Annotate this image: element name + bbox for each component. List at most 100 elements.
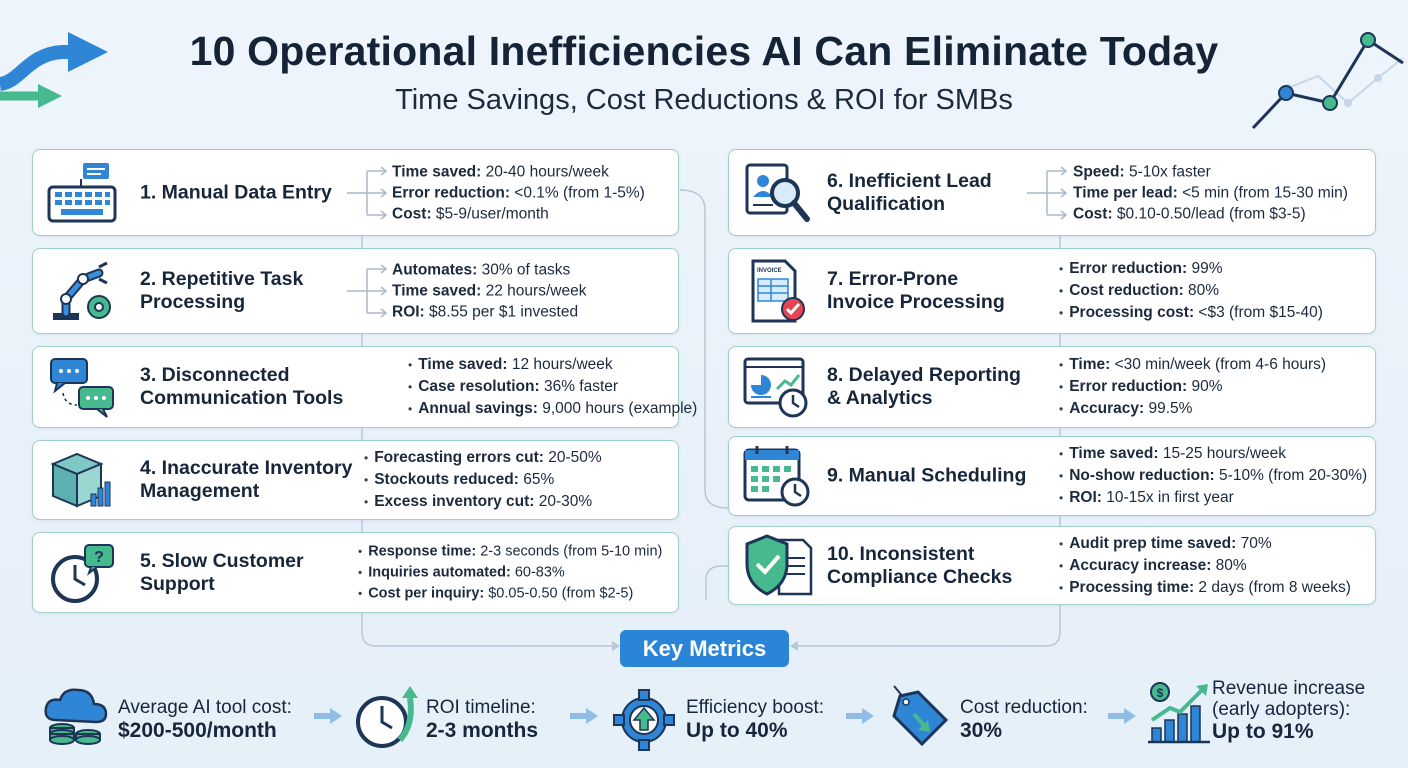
arrow-right-icon: [314, 708, 342, 724]
metrics-list: Audit prep time saved: 70% Accuracy incr…: [1059, 533, 1351, 599]
key-metrics-label: Key Metrics: [620, 630, 789, 667]
bracket-arrows-icon: [347, 264, 388, 318]
metrics-list: Forecasting errors cut: 20-50% Stockouts…: [364, 447, 602, 513]
bracket-arrows-icon: [347, 165, 388, 220]
metric-item: Cost reduction: 80%: [1059, 280, 1323, 302]
metrics-list: Error reduction: 99% Cost reduction: 80%…: [1059, 258, 1323, 324]
page-subtitle: Time Savings, Cost Reductions & ROI for …: [395, 84, 1013, 116]
metric-item: ROI: 10-15x in first year: [1059, 487, 1367, 509]
metric-text: ROI timeline: 2-3 months: [426, 697, 539, 742]
metric-item: Time saved: 22 hours/week: [392, 282, 587, 300]
metric-item: Accuracy: 99.5%: [1059, 398, 1326, 420]
metric-cost-reduction: Cost reduction: 30%: [884, 680, 1104, 760]
metric-item: Cost: $0.10-0.50/lead (from $3-5): [1073, 205, 1306, 222]
metric-revenue-increase: $ Revenue increase (early adopters): Up …: [1146, 676, 1386, 756]
metric-item: Time per lead: <5 min (from 15-30 min): [1073, 184, 1348, 201]
inventory-box-icon: [50, 452, 111, 508]
card-title: 2. Repetitive Task Processing: [140, 268, 304, 313]
card-inefficient-lead-qualification: 6. Inefficient Lead Qualification Speed:…: [728, 149, 1376, 236]
metric-item: Error reduction: 90%: [1059, 376, 1326, 398]
metric-item: Cost per inquiry: $0.05-0.50 (from $2-5): [358, 583, 662, 604]
metric-item: Time: <30 min/week (from 4-6 hours): [1059, 354, 1326, 376]
metric-item: Cost: $5-9/user/month: [392, 205, 549, 222]
metric-text: Average AI tool cost: $200-500/month: [118, 697, 292, 742]
svg-text:$: $: [1157, 686, 1164, 700]
metric-text: Revenue increase (early adopters): Up to…: [1212, 678, 1366, 743]
keyboard-icon: [47, 162, 117, 222]
card-inaccurate-inventory: 4. Inaccurate Inventory Management Forec…: [32, 440, 679, 520]
clock-question-icon: ?: [51, 543, 114, 603]
arrow-right-icon: [570, 708, 598, 724]
metric-item: Excess inventory cut: 20-30%: [364, 491, 602, 513]
metric-item: No-show reduction: 5-10% (from 20-30%): [1059, 465, 1367, 487]
metric-item: Inquiries automated: 60-83%: [358, 562, 662, 583]
metric-item: Speed: 5-10x faster: [1073, 163, 1211, 180]
dashboard-clock-icon: [743, 357, 808, 418]
metrics-list: Time: <30 min/week (from 4-6 hours) Erro…: [1059, 354, 1326, 420]
metric-item: Annual savings: 9,000 hours (example): [408, 398, 697, 420]
card-repetitive-task-processing: 2. Repetitive Task Processing Automates:…: [32, 248, 679, 334]
card-error-prone-invoice: INVOICE 7. Error-Prone Invoice Processin…: [728, 248, 1376, 334]
page-title: 10 Operational Inefficiencies AI Can Eli…: [189, 28, 1219, 74]
metric-item: Processing cost: <$3 (from $15-40): [1059, 302, 1323, 324]
chat-bubbles-icon: [50, 358, 114, 418]
metric-average-ai-tool-cost: Average AI tool cost: $200-500/month: [42, 680, 312, 760]
card-title: 6. Inefficient Lead Qualification: [827, 169, 992, 215]
card-title: 9. Manual Scheduling: [827, 464, 1027, 487]
card-title: 3. Disconnected Communication Tools: [140, 364, 344, 409]
growth-chart-icon: $: [1148, 682, 1210, 744]
card-title: 1. Manual Data Entry: [140, 181, 332, 203]
metric-item: Processing time: 2 days (from 8 weeks): [1059, 577, 1351, 599]
metric-item: Accuracy increase: 80%: [1059, 555, 1351, 577]
metric-item: Error reduction: <0.1% (from 1-5%): [392, 184, 645, 201]
metrics-list: Time saved: 12 hours/week Case resolutio…: [408, 354, 697, 420]
metric-item: Forecasting errors cut: 20-50%: [364, 447, 601, 469]
decorative-arrows-icon: [0, 32, 108, 108]
profile-magnifier-icon: [745, 163, 810, 222]
metrics-list: Automates: 30% of tasks Time saved: 22 h…: [392, 260, 586, 323]
decorative-line-chart-icon: [1251, 32, 1404, 130]
metric-item: Automates: 30% of tasks: [392, 261, 571, 279]
metrics-list: Speed: 5-10x faster Time per lead: <5 mi…: [1073, 161, 1348, 224]
metric-item: Response time: 2-3 seconds (from 5-10 mi…: [358, 541, 662, 562]
bracket-arrows-icon: [1027, 165, 1068, 220]
cloud-coins-icon: [44, 688, 108, 745]
clock-arrow-icon: [356, 686, 418, 748]
metric-item: Time saved: 15-25 hours/week: [1059, 443, 1367, 465]
invoice-check-icon: INVOICE: [751, 259, 805, 323]
card-title: 7. Error-Prone Invoice Processing: [827, 268, 1005, 313]
arrow-right-icon: [1108, 708, 1136, 724]
card-title: 4. Inaccurate Inventory Management: [140, 457, 353, 502]
metric-text: Cost reduction: 30%: [960, 697, 1088, 742]
card-title: 5. Slow Customer Support: [140, 549, 304, 595]
metric-item: Audit prep time saved: 70%: [1059, 533, 1351, 555]
calendar-clock-icon: [743, 446, 810, 507]
svg-text:INVOICE: INVOICE: [757, 268, 782, 274]
metric-text: Efficiency boost: Up to 40%: [686, 697, 825, 742]
metric-item: Time saved: 12 hours/week: [408, 354, 697, 376]
arrow-right-icon: [846, 708, 874, 724]
metric-item: Stockouts reduced: 65%: [364, 469, 602, 491]
shield-document-icon: [745, 533, 813, 596]
card-inconsistent-compliance: 10. Inconsistent Compliance Checks Audit…: [728, 526, 1376, 605]
card-manual-scheduling: 9. Manual Scheduling Time saved: 15-25 h…: [728, 436, 1376, 516]
card-manual-data-entry: 1. Manual Data Entry Time saved: 20-40 h…: [32, 149, 679, 236]
robot-arm-icon: [53, 261, 111, 320]
metric-item: Case resolution: 36% faster: [408, 376, 697, 398]
card-title: 10. Inconsistent Compliance Checks: [827, 542, 1013, 588]
metric-efficiency-boost: Efficiency boost: Up to 40%: [610, 680, 840, 760]
card-slow-customer-support: ? 5. Slow Customer Support Response time…: [32, 532, 679, 613]
card-delayed-reporting: 8. Delayed Reporting & Analytics Time: <…: [728, 346, 1376, 428]
metrics-list: Response time: 2-3 seconds (from 5-10 mi…: [358, 541, 662, 604]
card-disconnected-communication: 3. Disconnected Communication Tools Time…: [32, 346, 697, 428]
metric-roi-timeline: ROI timeline: 2-3 months: [352, 680, 572, 760]
gear-arrow-icon: [613, 689, 675, 751]
metric-item: ROI: $8.55 per $1 invested: [392, 303, 579, 321]
metrics-list: Time saved: 15-25 hours/week No-show red…: [1059, 443, 1367, 509]
svg-text:?: ?: [94, 549, 104, 566]
metric-item: Time saved: 20-40 hours/week: [392, 163, 609, 180]
metrics-list: Time saved: 20-40 hours/week Error reduc…: [392, 161, 645, 224]
price-tag-icon: [892, 685, 949, 747]
card-title: 8. Delayed Reporting & Analytics: [827, 364, 1021, 409]
